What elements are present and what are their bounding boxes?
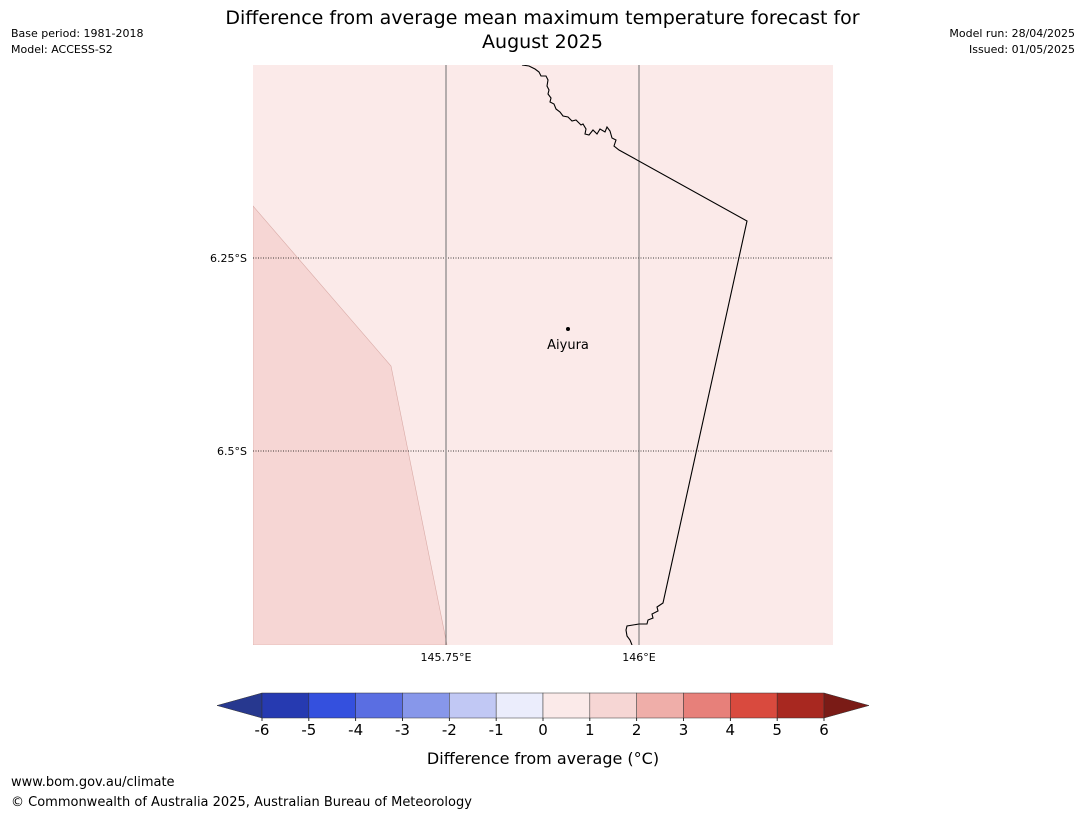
lat-label-6-25: 6.25°S [210, 252, 247, 265]
model-run-text: Model run: 28/04/2025 [949, 27, 1075, 40]
colorbar-tick-label: -4 [348, 721, 363, 739]
colorbar-tick-label: 3 [679, 721, 689, 739]
colorbar-bin [355, 692, 403, 719]
colorbar-bin [589, 692, 637, 719]
coastline-border [521, 65, 748, 645]
colorbar-bin [402, 692, 450, 719]
footer-copyright: © Commonwealth of Australia 2025, Austra… [11, 795, 472, 810]
header-left: Base period: 1981-2018 Model: ACCESS-S2 [11, 26, 143, 58]
map-title: Difference from average mean maximum tem… [150, 6, 935, 54]
colorbar-tick-label: 6 [819, 721, 829, 739]
colorbar-tick-label: -1 [489, 721, 504, 739]
colorbar-tick-label: -2 [442, 721, 457, 739]
header-right: Model run: 28/04/2025 Issued: 01/05/2025 [949, 26, 1075, 58]
colorbar-bin [261, 692, 310, 719]
colorbar-extend-high [823, 692, 870, 719]
colorbar-bin [683, 692, 731, 719]
colorbar: -6 -5 -4 -3 -2 -1 0 1 2 3 4 5 6 [216, 692, 870, 739]
lon-label-145-75: 145.75°E [421, 651, 472, 664]
base-period-text: Base period: 1981-2018 [11, 27, 144, 40]
colorbar-bin [495, 692, 544, 719]
title-line-2: August 2025 [482, 31, 603, 53]
colorbar-tick-label: 2 [632, 721, 642, 739]
title-line-1: Difference from average mean maximum tem… [225, 7, 860, 29]
colorbar-tick-label: -6 [255, 721, 270, 739]
colorbar-tick-label: 1 [585, 721, 595, 739]
colorbar-bin [636, 692, 684, 719]
colorbar-bin [542, 692, 591, 719]
colorbar-tick-label: 5 [772, 721, 782, 739]
colorbar-extend-low [216, 692, 263, 719]
anomaly-region-2-to-3 [253, 205, 448, 645]
lat-label-6-5: 6.5°S [217, 445, 247, 458]
footer-url: www.bom.gov.au/climate [11, 775, 175, 790]
aiyura-marker [566, 327, 570, 331]
colorbar-bin [730, 692, 778, 719]
lon-label-146: 146°E [622, 651, 655, 664]
colorbar-tick-label: 0 [538, 721, 548, 739]
colorbar-bin [449, 692, 497, 719]
colorbar-label: Difference from average (°C) [427, 749, 659, 768]
model-text: Model: ACCESS-S2 [11, 43, 113, 56]
colorbar-tick-label: -3 [395, 721, 410, 739]
colorbar-tick-label: -5 [301, 721, 316, 739]
issued-text: Issued: 01/05/2025 [968, 43, 1075, 56]
colorbar-bin [308, 692, 356, 719]
colorbar-tick-label: 4 [726, 721, 736, 739]
colorbar-bin [776, 692, 825, 719]
aiyura-label: Aiyura [547, 338, 589, 353]
map-panel: Aiyura 6.25°S 6.5°S 145.75°E 146°E [210, 65, 833, 664]
